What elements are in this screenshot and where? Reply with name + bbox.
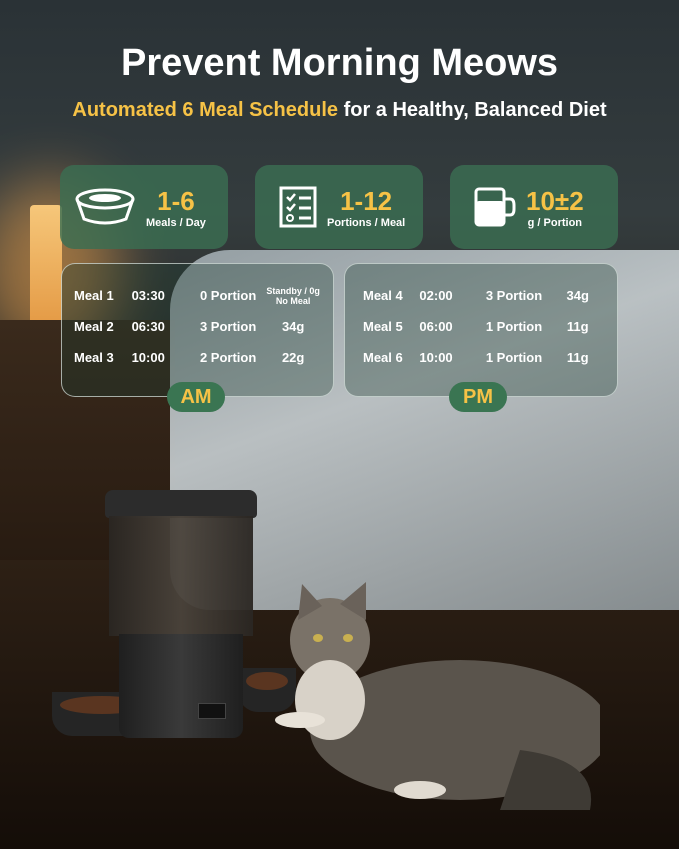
meal-portion: 1 Portion (485, 350, 543, 365)
stat-label: g / Portion (527, 216, 583, 229)
checklist-icon (279, 186, 317, 228)
stat-value: 1-12 (340, 185, 393, 216)
meal-name: Meal 1 (74, 288, 114, 303)
meal-portion: 0 Portion (199, 288, 257, 303)
meal-time: 06:30 (131, 319, 165, 334)
schedule-row: Meal 4 02:00 3 Portion 34g (363, 280, 605, 311)
meal-portion: 3 Portion (485, 288, 543, 303)
meal-time: 10:00 (131, 350, 165, 365)
meal-portion: 1 Portion (485, 319, 543, 334)
meal-time: 06:00 (419, 319, 453, 334)
pet-feeder (105, 490, 257, 740)
bedside-lamp (30, 205, 62, 325)
right-food-bowl (238, 668, 296, 712)
stat-value: 1-6 (157, 185, 195, 216)
stat-value: 10±2 (526, 185, 584, 216)
meal-name: Meal 2 (74, 319, 114, 334)
schedule-row: Meal 3 10:00 2 Portion 22g (74, 342, 321, 373)
meal-name: Meal 3 (74, 350, 114, 365)
feeder-lid (105, 490, 257, 518)
am-tag: AM (167, 382, 225, 412)
meal-amount: 11g (566, 319, 589, 334)
stat-grams-per-portion: 10±2 g / Portion (450, 165, 618, 249)
meal-time: 10:00 (419, 350, 453, 365)
feeder-hopper (109, 516, 253, 636)
cat-illustration (275, 582, 600, 810)
subtitle-highlight: Automated 6 Meal Schedule (72, 99, 339, 121)
cup-icon (474, 187, 516, 227)
schedule-row: Meal 6 10:00 1 Portion 11g (363, 342, 605, 373)
meal-name: Meal 5 (363, 319, 403, 334)
meal-amount: Standby / 0g No Meal (266, 285, 320, 306)
meal-amount: 34g (566, 288, 589, 303)
feeder-display (198, 703, 226, 719)
bed (170, 250, 679, 610)
meal-amount: 34g (281, 319, 305, 334)
schedule-row: Meal 2 06:30 3 Portion 34g (74, 311, 321, 342)
meal-name: Meal 4 (363, 288, 403, 303)
meal-name: Meal 6 (363, 350, 403, 365)
stat-label: Meals / Day (146, 216, 206, 229)
stat-label: Portions / Meal (327, 216, 406, 229)
meal-time: 03:30 (131, 288, 165, 303)
feeder-base (119, 634, 243, 738)
meal-portion: 2 Portion (199, 350, 257, 365)
schedule-row: Meal 1 03:30 0 Portion Standby / 0g No Meal (74, 280, 321, 311)
meal-portion: 3 Portion (199, 319, 257, 334)
schedule-row: Meal 5 06:00 1 Portion 11g (363, 311, 605, 342)
stat-meals-per-day: 1-6 Meals / Day (60, 165, 228, 249)
pm-schedule-panel: Meal 4 02:00 3 Portion 34g Meal 5 06:00 1 Por… (344, 263, 618, 397)
headline: Prevent Morning Meows (120, 42, 559, 84)
subtitle: Automated 6 Meal Schedule for a Healthy,… (0, 99, 679, 122)
stat-portions-per-meal: 1-12 Portions / Meal (255, 165, 423, 249)
meal-amount: 11g (566, 350, 589, 365)
meal-amount: 22g (281, 350, 305, 365)
am-schedule-panel: Meal 1 03:30 0 Portion Standby / 0g No Meal… (61, 263, 334, 397)
meal-time: 02:00 (419, 288, 453, 303)
pm-tag: PM (449, 382, 507, 412)
bowl-icon (75, 188, 135, 225)
subtitle-rest: for a Healthy, Balanced Diet (338, 99, 607, 121)
